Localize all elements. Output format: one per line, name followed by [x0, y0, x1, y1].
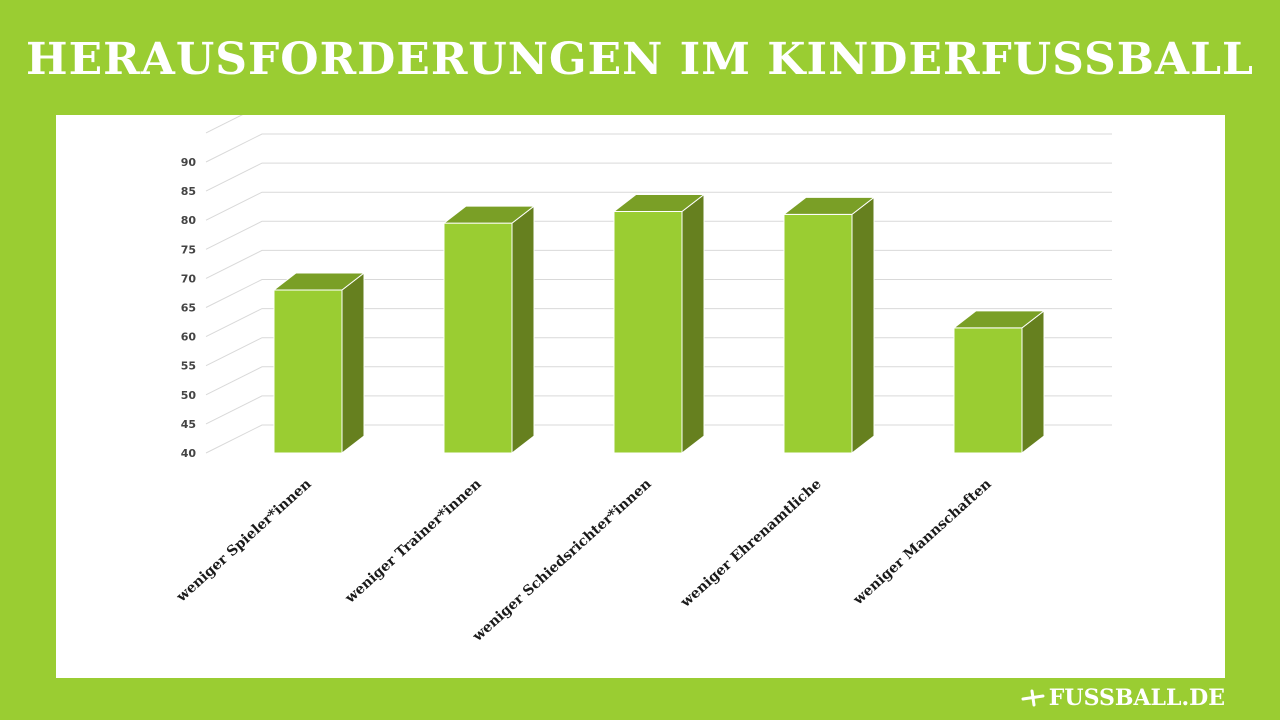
bar-front: [953, 327, 1023, 454]
bar-side: [341, 272, 365, 455]
y-tick-label: 75: [181, 243, 196, 256]
grid-layer: [205, 115, 1112, 454]
x-category-label: weniger Spieler*innen: [173, 476, 315, 606]
bar-top: [782, 196, 876, 215]
y-axis: 40 45 50 55 60 65 70 75 80 85 90: [181, 156, 197, 460]
y-tick-label: 70: [181, 272, 197, 285]
bar-side: [851, 196, 875, 455]
y-tick-label: 45: [181, 418, 196, 431]
x-category-label: weniger Mannschaften: [850, 476, 995, 609]
bar-top: [442, 205, 536, 224]
grid-line: [205, 133, 1112, 163]
bar-side: [1021, 309, 1045, 455]
chart-panel: 40 45 50 55 60 65 70 75 80 85 90 weniger Spieler*i…: [56, 115, 1225, 678]
bars: [272, 193, 1046, 455]
logo-text: FUSSBALL.DE: [1048, 685, 1225, 711]
fussball-de-logo: FUSSBALL.DE: [1021, 684, 1225, 712]
bar-top: [612, 193, 706, 212]
bar-side: [511, 205, 535, 455]
y-tick-label: 50: [181, 389, 197, 402]
y-tick-label: 80: [181, 214, 197, 227]
y-tick-label: 90: [181, 156, 197, 169]
grid-line: [205, 115, 243, 134]
y-tick-label: 65: [181, 302, 196, 315]
bar-side: [681, 193, 705, 455]
bar-front: [783, 213, 853, 454]
x-axis: weniger Spieler*innen weniger Trainer*inn…: [173, 476, 995, 645]
grid-line: [205, 191, 1112, 221]
y-tick-label: 55: [181, 360, 196, 373]
x-category-label: weniger Ehrenamtliche: [677, 476, 825, 611]
bar-front: [273, 289, 343, 454]
y-tick-label: 85: [181, 185, 196, 198]
x-category-label: weniger Trainer*innen: [342, 476, 485, 607]
bar-top: [272, 272, 366, 291]
bar-front: [443, 222, 513, 454]
x-category-label: weniger Schiedsrichter*innen: [469, 476, 655, 645]
y-tick-label: 40: [181, 447, 197, 460]
logo-cross-icon: [1021, 689, 1045, 707]
page-title: HERAUSFORDERUNGEN IM KINDERFUSSBALL: [26, 34, 1254, 85]
bar-chart: 40 45 50 55 60 65 70 75 80 85 90 weniger Spieler*i…: [173, 115, 1112, 645]
bar-top: [952, 310, 1046, 329]
bar-front: [613, 210, 683, 454]
grid-line: [205, 162, 1112, 192]
y-tick-label: 60: [181, 331, 197, 344]
